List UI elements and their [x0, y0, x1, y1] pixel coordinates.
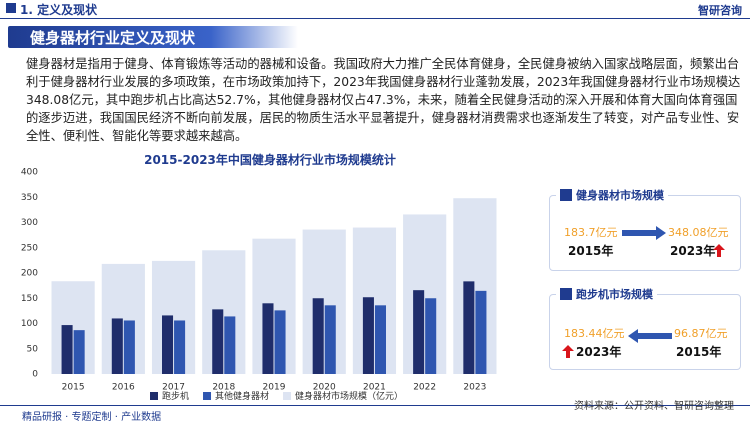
y-tick-label: 300 [21, 218, 38, 228]
bar [111, 318, 123, 374]
bar [324, 305, 336, 374]
panel-value: 183.44亿元 [564, 327, 625, 340]
bar [463, 281, 475, 374]
x-tick-label: 2023 [463, 383, 486, 393]
bar [61, 325, 73, 374]
bar [352, 227, 397, 374]
source: 资料来源：公开资料、智研咨询整理 [574, 401, 734, 412]
up-arrow [562, 345, 574, 358]
y-tick-label: 200 [21, 269, 38, 279]
bar [453, 198, 497, 374]
chart: 0 50 100 150 200 250 300 350 400 2015 2016 2017 2018… [21, 168, 497, 402]
footer-rule [0, 405, 750, 406]
y-tick-label: 100 [21, 319, 38, 329]
y-tick-label: 150 [21, 294, 38, 304]
bar [174, 320, 186, 374]
footer-left: 精品研报 · 专题定制 · 产业数据 [22, 412, 162, 421]
x-tick-label: 2019 [263, 383, 286, 393]
bar [123, 320, 135, 374]
x-tick-label: 2018 [212, 383, 235, 393]
legend-swatch [283, 392, 292, 400]
header-rule [0, 18, 750, 19]
y-tick-label: 350 [21, 193, 38, 203]
panel-year: 2023年 [576, 345, 622, 359]
section-icon [6, 3, 16, 13]
panel-title-text: 健身器材市场规模 [576, 189, 664, 202]
panel-value: 183.7亿元 [564, 226, 618, 239]
x-tick-label: 2020 [313, 383, 336, 393]
bar [302, 229, 346, 374]
bar [73, 330, 85, 374]
bar [425, 298, 437, 374]
panel: 跑步机市场规模 183.44亿元 2023年 96.87亿元 2015年 [549, 286, 741, 370]
bar [162, 315, 174, 374]
bar [151, 260, 196, 374]
panel-value: 348.08亿元 [668, 226, 729, 239]
x-tick-label: 2015 [62, 383, 85, 393]
legend-label: 健身器材市场规模（亿元） [295, 390, 403, 402]
bar [374, 305, 386, 374]
x-tick-label: 2022 [413, 383, 436, 393]
panel: 健身器材市场规模 183.7亿元 2015年 348.08亿元 2023年 [549, 187, 741, 271]
bar [274, 310, 286, 374]
panel-title: 健身器材市场规模 [556, 187, 668, 203]
bar [475, 290, 487, 374]
y-tick-label: 250 [21, 243, 38, 253]
paragraph: 健身器材是指用于健身、体育锻炼等活动的器械和设备。我国政府大力推广全民体育健身，… [26, 57, 741, 143]
panel-title: 跑步机市场规模 [556, 286, 657, 302]
bar [413, 290, 425, 374]
bar [312, 298, 324, 374]
bar [252, 238, 296, 374]
bar [403, 214, 447, 374]
panel-value: 96.87亿元 [674, 327, 728, 340]
panel-title-text: 跑步机市场规模 [576, 288, 653, 301]
panel-year: 2023年 [670, 244, 716, 258]
y-tick-label: 400 [21, 168, 38, 178]
panel-year: 2015年 [676, 345, 722, 359]
bar [51, 281, 95, 374]
brand: 智研咨询 [698, 4, 742, 17]
bar [362, 297, 374, 374]
arrow [628, 329, 672, 343]
page-title: 健身器材行业定义及现状 [30, 29, 196, 47]
x-tick-label: 2021 [363, 383, 386, 393]
bar [262, 303, 274, 374]
bar [202, 250, 246, 374]
y-tick-label: 0 [32, 370, 38, 380]
title-banner [8, 26, 298, 48]
legend-swatch [203, 392, 212, 400]
up-arrow [713, 244, 725, 257]
y-tick-label: 50 [27, 344, 39, 354]
legend-label: 其他健身器材 [215, 390, 269, 402]
chart-title: 2015-2023年中国健身器材行业市场规模统计 [144, 153, 396, 167]
section-label: 1. 定义及现状 [20, 3, 98, 17]
x-tick-label: 2017 [162, 383, 185, 393]
legend-swatch [150, 392, 158, 400]
arrow [622, 226, 666, 240]
x-tick-label: 2016 [112, 383, 135, 393]
panel-year: 2015年 [568, 244, 614, 258]
legend-label: 跑步机 [162, 390, 189, 402]
bar [212, 309, 224, 374]
bar [224, 316, 236, 374]
bar [101, 263, 145, 374]
